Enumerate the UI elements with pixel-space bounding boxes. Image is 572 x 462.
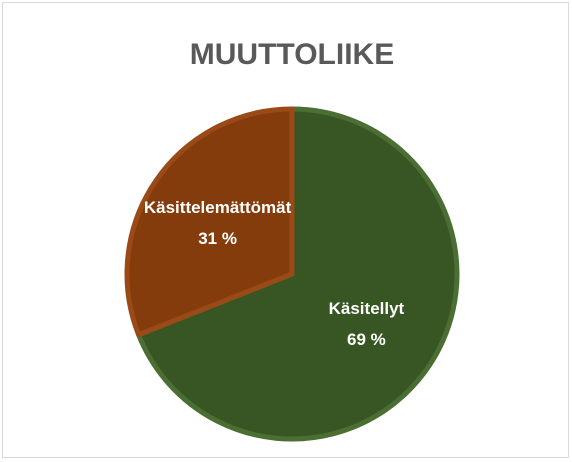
slice-category-label: Käsitellyt: [329, 299, 405, 318]
chart-title: MUUTTOLIIKE: [190, 38, 394, 71]
slice-value-label: 31 %: [198, 229, 237, 248]
slice-category-label: Käsittelemättömät: [144, 198, 292, 217]
pie-slice: [124, 106, 295, 338]
slice-value-label: 69 %: [347, 330, 386, 349]
pie-slice: [136, 106, 460, 442]
